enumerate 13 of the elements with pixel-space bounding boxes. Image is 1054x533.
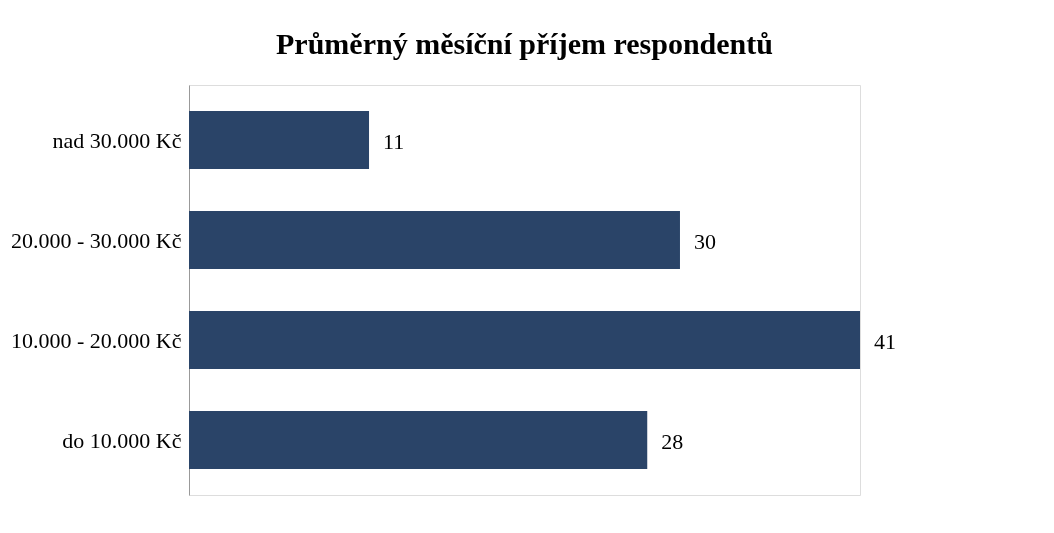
y-tick-label: 20.000 - 30.000 Kč: [11, 227, 182, 253]
bar: [189, 411, 648, 469]
data-label: 28: [661, 429, 684, 454]
chart-title: Průměrný měsíční příjem respondentů: [276, 27, 773, 60]
bar: [189, 311, 860, 369]
bar: [189, 211, 680, 269]
bar: [189, 111, 370, 169]
data-label: 11: [383, 129, 405, 154]
data-label: 30: [693, 229, 716, 254]
y-tick-label: 10.000 - 20.000 Kč: [11, 327, 182, 353]
y-tick-label: do 10.000 Kč: [62, 427, 182, 453]
data-label: 41: [874, 329, 896, 354]
y-tick-label: nad 30.000 Kč: [52, 127, 182, 153]
